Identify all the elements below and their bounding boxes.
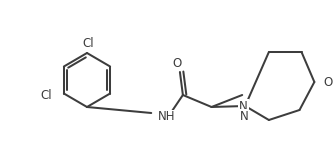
Text: O: O — [172, 56, 182, 70]
Text: N: N — [239, 100, 247, 112]
Text: Cl: Cl — [82, 36, 94, 50]
Text: Cl: Cl — [40, 89, 52, 102]
Text: O: O — [323, 76, 333, 88]
Text: N: N — [240, 110, 248, 122]
Text: NH: NH — [158, 111, 176, 123]
